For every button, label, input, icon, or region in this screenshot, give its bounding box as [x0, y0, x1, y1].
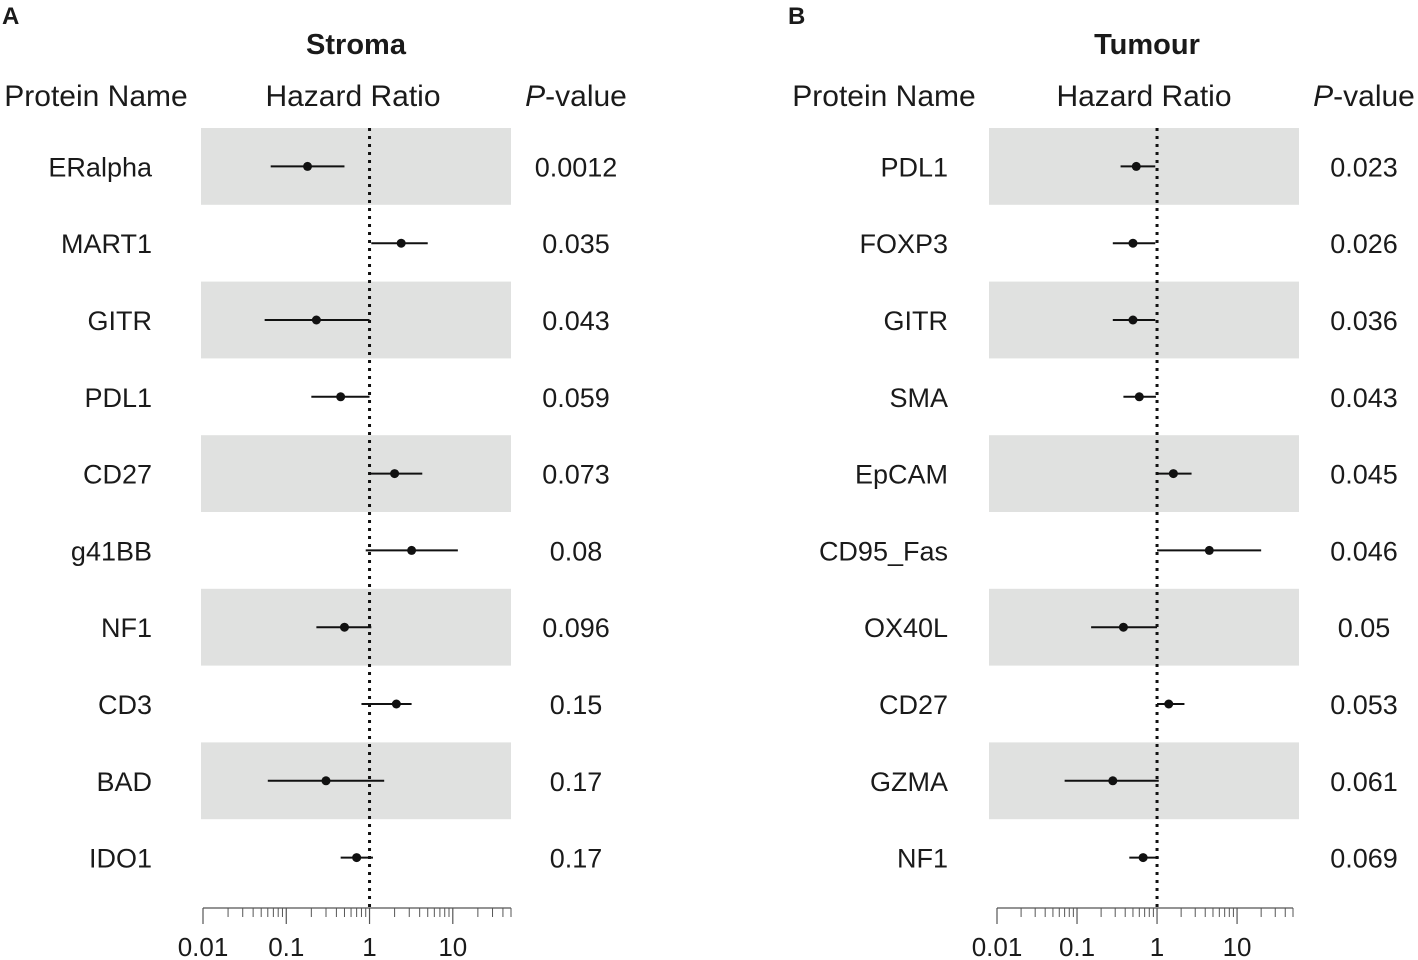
- panel-title: Stroma: [306, 29, 407, 61]
- hazard-ratio-point: [336, 392, 346, 402]
- protein-label: BAD: [96, 767, 152, 797]
- x-tick-label: 1: [1150, 932, 1164, 960]
- hazard-ratio-point: [311, 315, 321, 325]
- hazard-ratio-point: [407, 545, 417, 555]
- p-value-label: 0.15: [550, 690, 603, 720]
- header-p-value: P-value: [1313, 80, 1415, 113]
- hazard-ratio-point: [391, 699, 401, 709]
- hazard-ratio-point: [1108, 776, 1118, 786]
- p-value-label: 0.036: [1330, 306, 1398, 336]
- header-hazard-ratio: Hazard Ratio: [265, 80, 440, 113]
- hazard-ratio-point: [303, 161, 313, 171]
- hazard-ratio-point: [1134, 392, 1144, 402]
- protein-label: CD3: [98, 690, 152, 720]
- protein-label: NF1: [897, 844, 948, 874]
- p-value-label: 0.0012: [535, 152, 618, 182]
- row-band: [201, 128, 511, 205]
- p-value-label: 0.073: [542, 460, 610, 490]
- p-value-label: 0.043: [542, 306, 610, 336]
- panel-title: Tumour: [1094, 29, 1200, 61]
- p-value-label: 0.17: [550, 767, 603, 797]
- p-value-label: 0.069: [1330, 844, 1398, 874]
- p-value-label: 0.096: [542, 613, 610, 643]
- p-value-label: 0.17: [550, 844, 603, 874]
- x-tick-label: 0.1: [268, 932, 304, 960]
- hazard-ratio-point: [1168, 469, 1178, 479]
- header-p-suffix: -value: [1333, 80, 1415, 113]
- p-value-label: 0.061: [1330, 767, 1398, 797]
- forest-panel-b: B Tumour Protein Name Hazard Ratio P-value PD…: [788, 3, 1415, 960]
- hazard-ratio-point: [1128, 238, 1138, 248]
- row-band: [201, 435, 511, 512]
- p-value-label: 0.05: [1338, 613, 1391, 643]
- protein-label: GITR: [884, 306, 949, 336]
- protein-label: g41BB: [71, 536, 152, 566]
- protein-label: GITR: [88, 306, 153, 336]
- forest-panel-a: A Stroma Protein Name Hazard Ratio P-value ER…: [2, 3, 627, 960]
- protein-label: EpCAM: [855, 460, 948, 490]
- header-p-value: P-value: [525, 80, 627, 113]
- x-tick-label: 0.01: [178, 932, 229, 960]
- hazard-ratio-point: [1164, 699, 1174, 709]
- protein-label: GZMA: [870, 767, 948, 797]
- header-p-italic: P: [525, 80, 545, 113]
- protein-label: IDO1: [89, 844, 152, 874]
- protein-label: CD95_Fas: [819, 536, 948, 566]
- hazard-ratio-point: [1118, 622, 1128, 632]
- header-protein-name: Protein Name: [792, 80, 975, 113]
- hazard-ratio-point: [339, 622, 349, 632]
- protein-label: NF1: [101, 613, 152, 643]
- protein-label: OX40L: [864, 613, 948, 643]
- p-value-label: 0.053: [1330, 690, 1398, 720]
- protein-label: MART1: [61, 229, 152, 259]
- protein-label: FOXP3: [859, 229, 948, 259]
- hazard-ratio-point: [1131, 161, 1141, 171]
- header-protein-name: Protein Name: [4, 80, 187, 113]
- protein-label: PDL1: [84, 383, 152, 413]
- x-tick-label: 1: [362, 932, 376, 960]
- hazard-ratio-point: [1204, 545, 1214, 555]
- x-tick-label: 10: [438, 932, 467, 960]
- x-tick-label: 0.01: [972, 932, 1023, 960]
- p-value-label: 0.059: [542, 383, 610, 413]
- p-value-label: 0.045: [1330, 460, 1398, 490]
- p-value-label: 0.026: [1330, 229, 1398, 259]
- hazard-ratio-point: [352, 853, 362, 863]
- x-tick-label: 0.1: [1059, 932, 1095, 960]
- p-value-label: 0.043: [1330, 383, 1398, 413]
- hazard-ratio-point: [1138, 853, 1148, 863]
- p-value-label: 0.023: [1330, 152, 1398, 182]
- hazard-ratio-point: [396, 238, 406, 248]
- p-value-label: 0.035: [542, 229, 610, 259]
- p-value-label: 0.08: [550, 536, 603, 566]
- protein-label: PDL1: [880, 152, 948, 182]
- protein-label: CD27: [879, 690, 948, 720]
- hazard-ratio-point: [321, 776, 331, 786]
- protein-label: ERalpha: [48, 152, 153, 182]
- protein-label: CD27: [83, 460, 152, 490]
- protein-label: SMA: [889, 383, 948, 413]
- header-hazard-ratio: Hazard Ratio: [1056, 80, 1231, 113]
- panel-letter: A: [2, 3, 19, 30]
- panel-letter: B: [788, 3, 805, 30]
- row-band: [989, 435, 1299, 512]
- hazard-ratio-point: [1128, 315, 1138, 325]
- header-p-italic: P: [1313, 80, 1333, 113]
- header-p-suffix: -value: [545, 80, 627, 113]
- p-value-label: 0.046: [1330, 536, 1398, 566]
- hazard-ratio-point: [390, 469, 400, 479]
- x-tick-label: 10: [1223, 932, 1252, 960]
